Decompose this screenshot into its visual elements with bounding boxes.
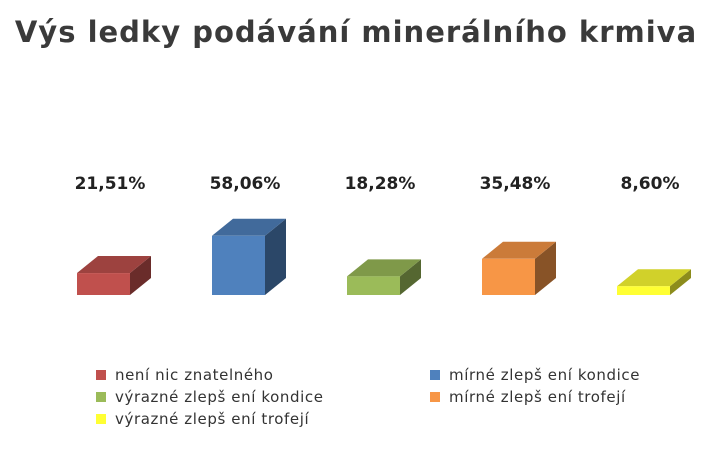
chart-title-text: Výs ledky podávání minerálního krmiva — [14, 15, 698, 49]
bar-top-4 — [617, 269, 691, 287]
data-label-0: 21,51% — [75, 174, 146, 194]
legend-item-0: není nic znatelného — [96, 366, 274, 384]
bar-side-0 — [130, 256, 151, 295]
bar-side-3 — [535, 241, 556, 295]
bar-side-1 — [265, 218, 286, 295]
legend-swatch-2 — [96, 392, 106, 402]
legend-swatch-1 — [430, 370, 440, 380]
bar-top-0 — [77, 256, 151, 274]
data-label-3: 35,48% — [480, 174, 551, 194]
bar-0 — [77, 273, 130, 295]
bar-3 — [482, 258, 535, 295]
legend-label-3: mírné zlepš ení trofejí — [449, 388, 626, 406]
bar-side-2 — [400, 259, 421, 295]
legend-item-2: výrazné zlepš ení kondice — [96, 388, 324, 406]
bar-top-3 — [482, 241, 556, 259]
legend-item-4: výrazné zlepš ení trofejí — [96, 410, 309, 428]
legend-label-4: výrazné zlepš ení trofejí — [115, 410, 310, 428]
data-label-2: 18,28% — [345, 174, 416, 194]
legend-label-1: mírné zlepš ení kondice — [449, 366, 641, 384]
data-label-1: 58,06% — [210, 174, 281, 194]
legend-label-0: není nic znatelného — [115, 366, 274, 384]
bar-side-4 — [670, 269, 691, 295]
legend-label-2: výrazné zlepš ení kondice — [115, 388, 324, 406]
legend-swatch-4 — [96, 414, 106, 424]
legend-item-3: mírné zlepš ení trofejí — [430, 388, 626, 406]
chart-title: Výs ledky podávání minerálního krmiva — [0, 10, 712, 54]
bar-1 — [212, 235, 265, 295]
legend-item-1: mírné zlepš ení kondice — [430, 366, 640, 384]
legend-swatch-3 — [430, 392, 440, 402]
bar-2 — [347, 276, 400, 295]
bar-top-2 — [347, 259, 421, 277]
data-label-4: 8,60% — [621, 174, 680, 194]
bar-4 — [617, 286, 670, 295]
legend-swatch-0 — [96, 370, 106, 380]
bar-top-1 — [212, 218, 286, 236]
